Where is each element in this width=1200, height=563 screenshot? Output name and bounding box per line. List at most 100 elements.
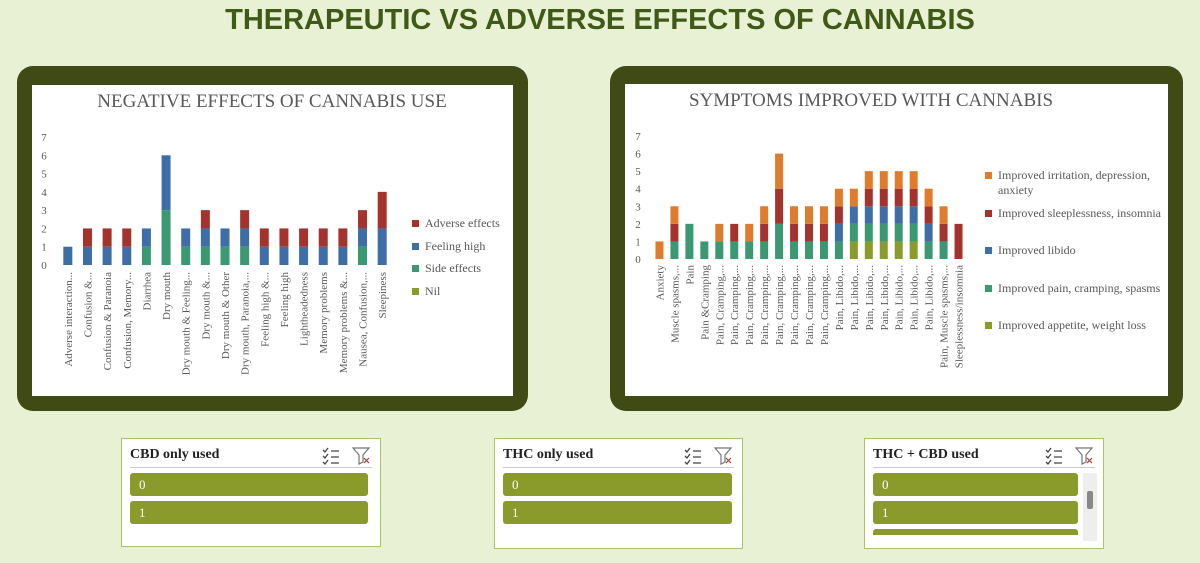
x-tick-label: Pain &Cramping: [699, 265, 711, 340]
x-tick-label: Pain, Libido,...: [864, 265, 876, 331]
bar-segment: [63, 246, 73, 265]
slicer-icons[interactable]: [682, 445, 734, 465]
legend-item: Improved sleeplessness, insomnia: [985, 206, 1163, 221]
bar-segment: [805, 223, 813, 242]
legend: Adverse effects Feeling high Side effects N…: [412, 216, 507, 306]
bar-segment: [864, 223, 873, 242]
slicer-item[interactable]: 0: [130, 473, 368, 496]
bar-segment: [730, 223, 739, 242]
bar-segment: [849, 241, 858, 259]
bar-segment: [939, 223, 948, 242]
bar-segment: [240, 228, 250, 247]
y-tick-label: 1: [41, 242, 47, 254]
x-tick-label: Sleepiness: [377, 272, 389, 318]
x-tick-label: Dry mouth, Paranoia,...: [240, 272, 252, 375]
slicer-title: CBD only used: [130, 447, 220, 462]
legend-item: Feeling high: [412, 239, 507, 254]
legend-item: Side effects: [412, 261, 507, 276]
bar-segment: [864, 241, 873, 259]
bar-segment: [318, 246, 328, 265]
x-tick-label: Memory problems &...: [338, 272, 350, 373]
bar-segment: [318, 228, 328, 247]
bar-segment: [730, 241, 739, 259]
legend-swatch: [412, 242, 419, 250]
bar-segment: [909, 188, 918, 207]
legend-label: Nil: [425, 283, 441, 298]
slicer-item[interactable]: 1: [873, 501, 1078, 524]
legend-label: Improved libido: [998, 243, 1076, 257]
x-tick-label: Memory problems: [318, 272, 330, 354]
bar-segment: [338, 246, 348, 265]
bar-segment: [879, 223, 888, 242]
slicer-item[interactable]: 1: [503, 501, 732, 524]
x-tick-label: Pain, Cramping,...: [759, 265, 771, 345]
slicer-icons[interactable]: [1043, 445, 1095, 465]
x-tick-label: Pain, Cramping,...: [744, 265, 756, 345]
bar-segment: [141, 246, 151, 265]
bar-segment: [805, 241, 813, 259]
bar-segment: [670, 223, 679, 242]
bar-segment: [279, 246, 289, 265]
y-tick-label: 0: [41, 260, 47, 272]
bar-segment: [864, 188, 873, 207]
bar-segment: [894, 241, 903, 259]
x-tick-label: Diarrhea: [141, 272, 153, 311]
bar-segment: [181, 228, 191, 247]
bar-segment: [879, 241, 888, 259]
bar-segment: [670, 241, 679, 259]
legend-label: Side effects: [425, 261, 482, 275]
bar-segment: [299, 228, 309, 247]
bar-segment: [82, 246, 92, 265]
x-tick-label: Pain, Libido,...: [849, 265, 861, 331]
bar-segment: [685, 223, 694, 259]
y-tick-label: 4: [41, 187, 47, 199]
bar-segment: [200, 228, 210, 247]
x-tick-label: Confusion & Paranoia: [102, 272, 114, 370]
legend-label: Adverse effects: [425, 216, 500, 230]
y-tick-label: 1: [635, 236, 641, 248]
bar-segment: [939, 206, 948, 224]
bar-segment: [924, 188, 933, 207]
bar-segment: [924, 206, 933, 224]
bar-segment: [715, 223, 724, 242]
bar-segment: [220, 246, 230, 265]
legend-swatch: [985, 209, 992, 217]
x-tick-label: Nausea, Confusion,...: [358, 272, 370, 367]
bar-segment: [924, 241, 933, 259]
bar-segment: [939, 241, 948, 259]
x-tick-label: Sleeplessness/insomnia: [954, 265, 966, 368]
bar-segment: [849, 223, 858, 242]
slicer-item[interactable]: 1: [130, 501, 368, 524]
x-tick-label: Dry mouth & Feeling...: [181, 272, 193, 376]
bar-segment: [834, 223, 843, 242]
bar-segment: [358, 210, 368, 229]
bar-segment: [834, 188, 843, 207]
legend-swatch: [412, 220, 419, 227]
bar-segment: [670, 206, 679, 224]
slicer: THC + CBD used 0 1: [864, 438, 1104, 549]
slicer-item[interactable]: 0: [873, 473, 1078, 496]
x-tick-label: Pain, Libido,...: [834, 265, 846, 331]
bar-segment: [879, 171, 888, 189]
scrollbar-thumb[interactable]: [1087, 491, 1093, 509]
bar-segment: [775, 153, 784, 189]
legend-item: Improved pain, cramping, spasms: [985, 281, 1163, 296]
x-tick-label: Pain, Libido,...: [879, 265, 891, 331]
bar-segment: [745, 241, 754, 259]
x-tick-label: Dry mouth: [161, 272, 173, 320]
legend-label: Improved irritation, depression, anxiety: [998, 168, 1150, 197]
bar-segment: [102, 246, 112, 265]
bar-segment: [894, 188, 903, 207]
bar-segment: [819, 241, 828, 259]
x-tick-label: Pain, Libido,...: [909, 265, 921, 331]
bar-segment: [894, 171, 903, 189]
bar-segment: [954, 223, 963, 259]
legend-item: Improved irritation, depression, anxiety: [985, 168, 1163, 198]
y-tick-label: 6: [41, 150, 47, 162]
slicer-icons[interactable]: [320, 445, 372, 465]
y-tick-label: 0: [635, 254, 641, 266]
bar-segment: [102, 228, 112, 247]
slicer-title: THC + CBD used: [873, 447, 979, 462]
y-tick-label: 4: [635, 184, 641, 196]
slicer-item[interactable]: 0: [503, 473, 732, 496]
